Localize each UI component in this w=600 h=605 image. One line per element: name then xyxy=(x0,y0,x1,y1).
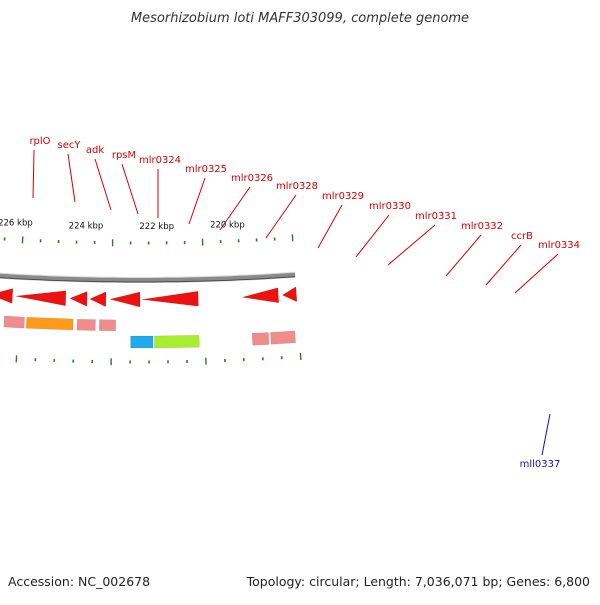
gene-label-adk: adk xyxy=(86,145,104,156)
map-title: Mesorhizobium loti MAFF303099, complete … xyxy=(131,11,469,26)
gene-label-mlr0329: mlr0329 xyxy=(322,191,364,202)
backbone-edge xyxy=(0,226,295,282)
gene-feature xyxy=(77,319,96,330)
inner-ring-major-tick xyxy=(292,234,293,241)
label-leader-line xyxy=(318,205,342,248)
gene-feature xyxy=(154,335,199,348)
backbone-line xyxy=(0,224,295,280)
cds-arrow xyxy=(110,292,140,307)
label-leader-line xyxy=(446,235,481,276)
label-leader-line-reverse xyxy=(542,414,550,455)
accession-text: Accession: NC_002678 xyxy=(8,574,150,589)
label-leader-line xyxy=(515,254,558,293)
cds-arrow xyxy=(90,292,106,307)
label-leader-line xyxy=(122,164,138,214)
cds-arrow xyxy=(70,291,87,306)
gene-feature xyxy=(4,316,25,328)
gene-feature xyxy=(99,320,115,331)
label-leader-line xyxy=(95,159,111,210)
label-leader-line xyxy=(189,178,205,224)
scale-label: 222 kbp xyxy=(139,222,174,232)
gene-label-rpsm: rpsM xyxy=(112,150,136,161)
gene-label-mlr0330: mlr0330 xyxy=(369,201,411,212)
gene-label-mlr0332: mlr0332 xyxy=(461,221,503,232)
genome-backbone xyxy=(0,224,295,282)
gene-features xyxy=(0,192,297,348)
outer-ring-major-tick xyxy=(300,353,301,360)
gene-label-mlr0325: mlr0325 xyxy=(185,164,227,175)
scale-label: 224 kbp xyxy=(69,221,104,231)
cds-arrow xyxy=(282,287,297,302)
backbone-shadow xyxy=(0,224,295,280)
gene-label-mlr0334: mlr0334 xyxy=(538,240,580,251)
gene-label-reverse: mll0337 xyxy=(520,459,561,470)
gene-label-mlr0326: mlr0326 xyxy=(231,173,273,184)
gene-label-mlr0324: mlr0324 xyxy=(139,155,181,166)
label-leaders xyxy=(33,150,558,455)
gene-label-ccrb: ccrB xyxy=(511,231,533,242)
cds-arrow xyxy=(16,291,66,306)
scale-label: 220 kbp xyxy=(210,220,245,230)
gene-label-mlr0331: mlr0331 xyxy=(415,211,457,222)
label-leader-line xyxy=(266,195,296,238)
scale-label: 226 kbp xyxy=(0,219,33,229)
label-leader-line xyxy=(486,245,521,285)
gene-label-rplo: rplO xyxy=(29,136,50,147)
gene-feature xyxy=(252,333,269,346)
label-leader-line xyxy=(356,215,389,257)
gene-feature xyxy=(131,336,154,348)
cds-arrow xyxy=(0,289,13,304)
gene-feature xyxy=(26,317,73,330)
genome-summary-text: Topology: circular; Length: 7,036,071 bp… xyxy=(246,574,590,589)
label-leader-line xyxy=(388,225,435,265)
cds-arrow xyxy=(242,288,278,303)
cds-arrow xyxy=(142,291,198,306)
gene-label-secy: secY xyxy=(58,140,82,151)
label-leader-line xyxy=(33,150,34,198)
label-leader-line xyxy=(68,154,75,202)
gene-label-mlr0328: mlr0328 xyxy=(276,181,318,192)
gene-feature xyxy=(270,331,295,344)
